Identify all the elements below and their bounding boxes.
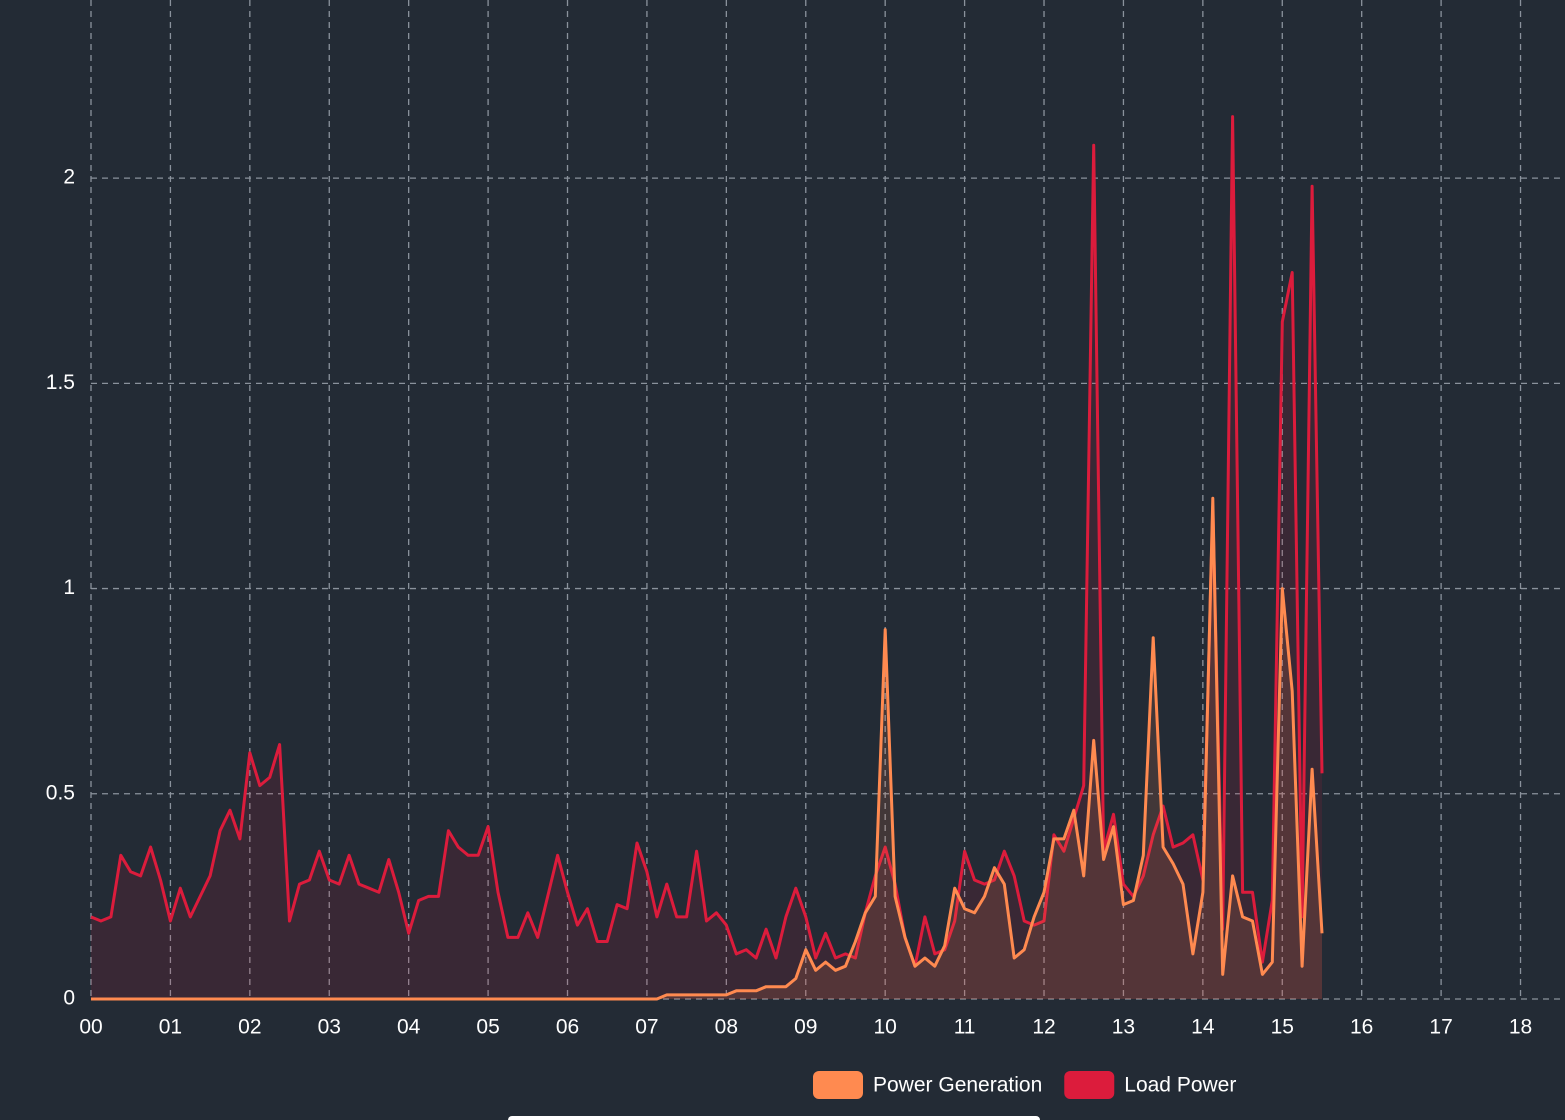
- x-tick-label: 10: [874, 1016, 897, 1039]
- x-tick-label: 06: [556, 1016, 579, 1039]
- line: [90, 115, 1324, 968]
- x-tick-label: 00: [79, 1016, 102, 1039]
- x-tick-label: 15: [1271, 1016, 1294, 1039]
- x-tick-label: 02: [238, 1016, 261, 1039]
- x-tick-label: 18: [1509, 1016, 1532, 1039]
- x-tick-label: 05: [476, 1016, 499, 1039]
- x-tick-label: 03: [318, 1016, 341, 1039]
- x-tick-label: 14: [1191, 1016, 1215, 1039]
- x-tick-label: 13: [1112, 1016, 1135, 1039]
- x-tick-label: 12: [1032, 1016, 1055, 1039]
- legend-label: Power Generation: [873, 1074, 1042, 1097]
- y-tick-label: 1.5: [46, 371, 75, 394]
- area: [91, 498, 1322, 999]
- legend-swatch: [1064, 1071, 1115, 1099]
- x-tick-label: 08: [715, 1016, 738, 1039]
- x-tick-label: 09: [794, 1016, 817, 1039]
- x-tick-label: 16: [1350, 1016, 1373, 1039]
- y-tick-label: 1: [63, 576, 75, 599]
- legend-swatch: [813, 1071, 863, 1099]
- y-tick-label: 2: [63, 166, 75, 189]
- legend-label: Load Power: [1124, 1074, 1236, 1097]
- y-tick-label: 0.5: [46, 781, 75, 804]
- x-tick-label: 01: [159, 1016, 182, 1039]
- x-tick-label: 04: [397, 1016, 421, 1039]
- scroll-handle: [508, 1116, 1040, 1120]
- area: [91, 116, 1322, 1000]
- y-tick-label: 0: [63, 987, 75, 1010]
- x-tick-label: 17: [1429, 1016, 1452, 1039]
- x-tick-label: 11: [954, 1016, 976, 1039]
- line: [91, 496, 1324, 1001]
- x-tick-label: 07: [635, 1016, 658, 1039]
